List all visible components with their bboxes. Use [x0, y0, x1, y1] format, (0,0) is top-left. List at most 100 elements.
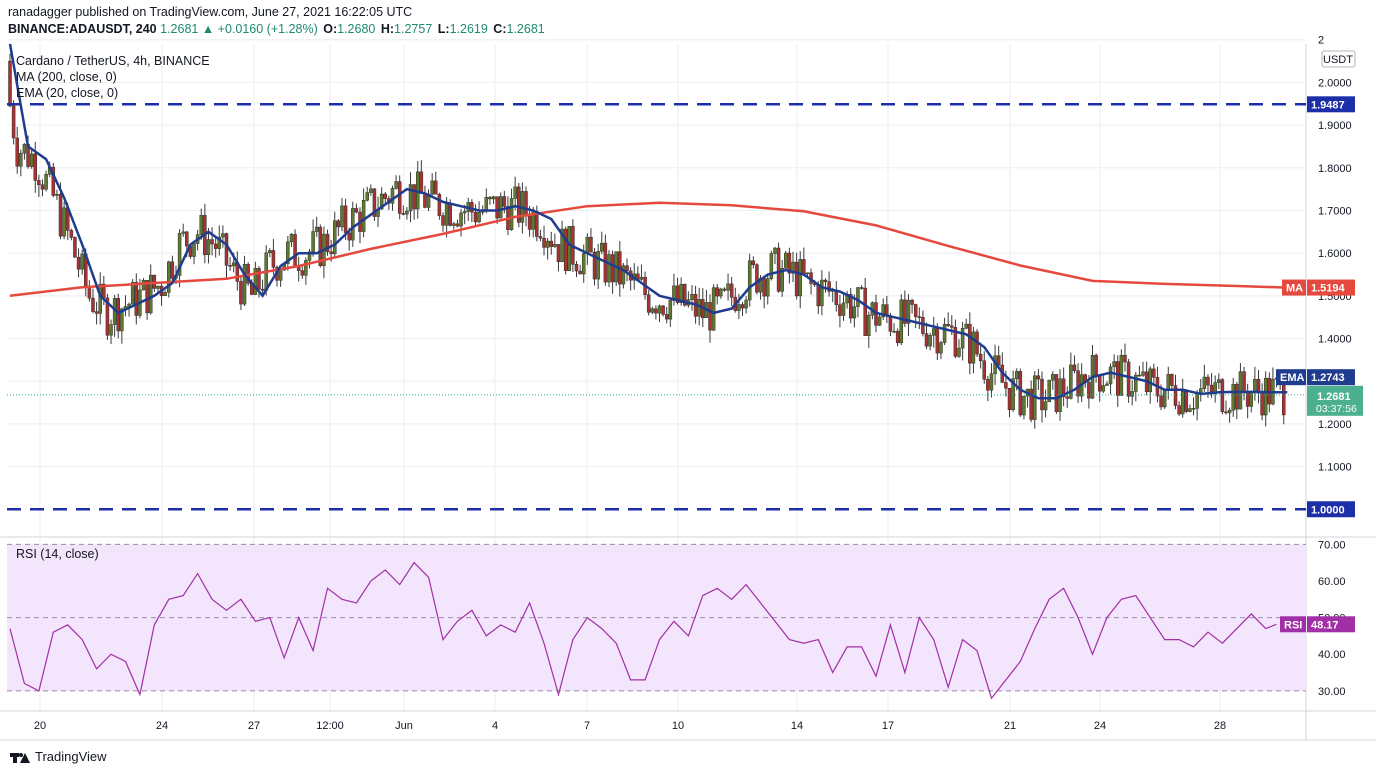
candle [863, 277, 867, 336]
candle-body [145, 280, 149, 314]
candle [134, 273, 139, 325]
candle-body [419, 171, 424, 194]
candle [978, 342, 983, 369]
rsi-legend[interactable]: RSI (14, close) [16, 547, 99, 561]
candle [556, 244, 561, 272]
candle-body [574, 264, 579, 272]
candle-body [625, 265, 629, 272]
candle [794, 252, 799, 300]
ma-200-line[interactable] [9, 201, 1288, 298]
chart-title-legend[interactable]: Cardano / TetherUS, 4h, BINANCE [16, 54, 210, 68]
ma-name-tag[interactable]: MA [1282, 279, 1306, 296]
candle [1112, 354, 1116, 380]
price-tick-label: 1.7000 [1318, 205, 1352, 217]
candle [690, 285, 694, 311]
candle-body [1069, 364, 1073, 399]
candle-body [715, 287, 719, 297]
candle-body [383, 193, 388, 199]
candle [910, 298, 914, 314]
candle [664, 306, 669, 324]
candle-body [369, 188, 373, 193]
tradingview-logo-icon [10, 750, 30, 764]
candle-body [877, 316, 882, 326]
candle [650, 306, 655, 315]
candle-body [802, 259, 806, 275]
candle [798, 251, 802, 309]
time-tick-label: 24 [1094, 720, 1106, 732]
candle [19, 149, 23, 177]
candle [506, 196, 510, 236]
candle-body [968, 323, 972, 364]
candle-body [1242, 371, 1246, 394]
candle-body [55, 193, 59, 196]
candle [877, 313, 882, 326]
candle-body [654, 308, 658, 314]
candle [1184, 389, 1189, 414]
candle-body [863, 287, 867, 336]
ema-20-line[interactable] [8, 43, 1288, 400]
candle [939, 340, 943, 360]
candle [769, 250, 774, 281]
candle-body [1097, 374, 1102, 392]
candle-body [268, 250, 272, 254]
candle-body [668, 300, 673, 320]
candle [621, 263, 626, 289]
candle-body [11, 105, 16, 139]
resistance-price-tag-label: 1.9487 [1311, 99, 1345, 111]
rsi-value-tag-label: 48.17 [1311, 619, 1339, 631]
ma-price-tag[interactable]: 1.5194 [1307, 279, 1355, 296]
candle [397, 175, 402, 220]
candle [430, 173, 434, 196]
candle [498, 192, 503, 219]
candle-body [116, 298, 120, 332]
candle [924, 322, 929, 350]
candle [170, 255, 175, 284]
candle-body [1224, 411, 1228, 414]
candle-body [820, 279, 824, 307]
candle-body [181, 231, 185, 234]
publisher-line: ranadagger published on TradingView.com,… [8, 5, 413, 19]
price-tick-label: 1.6000 [1318, 248, 1352, 260]
ema-price-tag[interactable]: 1.2743 [1307, 369, 1355, 386]
rsi-name-tag[interactable]: RSI [1280, 616, 1306, 633]
candle [127, 302, 131, 317]
candle [636, 266, 640, 280]
candle-body [1217, 379, 1221, 383]
candle [1177, 401, 1181, 416]
candle-body [784, 252, 788, 269]
candle-body [210, 239, 214, 245]
candle [841, 292, 846, 321]
rsi-tick-label: 30.00 [1318, 686, 1346, 698]
candle [293, 229, 297, 267]
rsi-line[interactable] [9, 561, 1277, 700]
candle [917, 307, 922, 330]
ma-legend[interactable]: MA (200, close, 0) [16, 70, 117, 84]
candle-body [986, 379, 990, 391]
candle [55, 189, 59, 200]
candle [989, 363, 994, 398]
candle-body [1112, 361, 1116, 368]
candle-body [491, 196, 496, 200]
candle-body [1004, 382, 1008, 389]
candle [235, 251, 240, 291]
footer-brand[interactable]: TradingView [10, 749, 107, 764]
candle [913, 303, 918, 329]
ema-name-tag[interactable]: EMA [1276, 369, 1306, 386]
currency-badge[interactable]: USDT [1321, 50, 1356, 68]
candle-body [527, 215, 532, 230]
ema-legend[interactable]: EMA (20, close, 0) [16, 86, 119, 100]
candle-body [664, 314, 669, 320]
candle [22, 143, 27, 160]
support-price-tag[interactable]: 1.0000 [1307, 501, 1355, 518]
candle [163, 290, 167, 296]
candle-body [964, 323, 968, 329]
candle [307, 248, 312, 269]
candle [1217, 373, 1221, 390]
resistance-price-tag[interactable]: 1.9487 [1307, 96, 1355, 113]
candle-body [199, 215, 203, 235]
candle [358, 207, 362, 244]
rsi-value-tag[interactable]: 48.17 [1307, 616, 1355, 633]
candle [1253, 366, 1257, 401]
